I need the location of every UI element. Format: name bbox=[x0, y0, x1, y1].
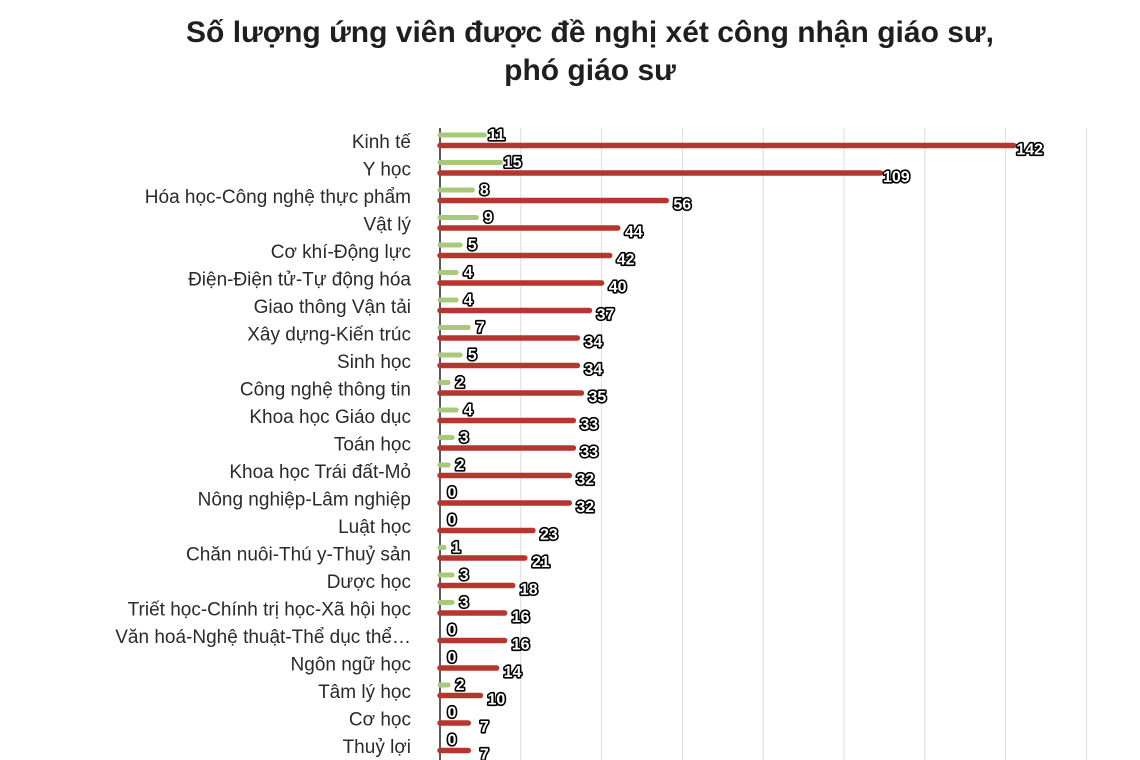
data-label: 5 bbox=[468, 237, 477, 254]
category-label: Xây dựng-Kiến trúc bbox=[247, 325, 411, 346]
data-label: 35 bbox=[589, 389, 607, 406]
category-label: Công nghệ thông tin bbox=[240, 380, 411, 401]
category-label: Chăn nuôi-Thú y-Thuỷ sản bbox=[186, 545, 411, 566]
data-label: 0 bbox=[448, 732, 457, 749]
data-label: 15 bbox=[504, 155, 522, 172]
data-label: 56 bbox=[673, 197, 691, 214]
data-label: 0 bbox=[448, 705, 457, 722]
data-label: 4 bbox=[464, 292, 473, 309]
data-label: 33 bbox=[580, 444, 598, 461]
data-label: 3 bbox=[460, 595, 469, 612]
data-label: 40 bbox=[609, 279, 627, 296]
chart-title-line1: Số lượng ứng viên được đề nghị xét công … bbox=[186, 16, 994, 49]
category-label: Khoa học Giáo dục bbox=[249, 407, 411, 428]
data-label: 42 bbox=[617, 252, 635, 269]
bars bbox=[437, 132, 1017, 754]
category-label: Kinh tế bbox=[352, 132, 412, 153]
category-label: Ngôn ngữ học bbox=[291, 655, 411, 676]
data-label: 11 bbox=[488, 127, 505, 144]
data-label: 16 bbox=[512, 609, 530, 626]
category-label: Vật lý bbox=[363, 215, 411, 236]
data-label: 109 bbox=[883, 169, 910, 186]
category-label: Cơ khí-Động lực bbox=[271, 242, 411, 263]
data-label: 33 bbox=[580, 417, 598, 434]
category-label: Y học bbox=[363, 160, 411, 181]
category-label: Cơ học bbox=[349, 710, 411, 731]
data-label: 23 bbox=[540, 527, 558, 544]
data-label: 34 bbox=[584, 362, 602, 379]
category-label: Sinh học bbox=[337, 352, 411, 373]
data-label: 5 bbox=[468, 347, 477, 364]
data-label: 9 bbox=[484, 210, 493, 227]
data-label: 2 bbox=[456, 457, 465, 474]
data-label: 4 bbox=[464, 265, 473, 282]
category-labels: Kinh tế Y học Hóa học-Công nghệ thực phẩm V… bbox=[115, 132, 411, 758]
data-label: 0 bbox=[448, 650, 457, 667]
category-label: Dược học bbox=[327, 572, 411, 593]
data-label: 7 bbox=[476, 320, 485, 337]
category-label: Toán học bbox=[334, 435, 411, 456]
category-label: Văn hoá-Nghệ thuật-Thể dục thể… bbox=[115, 627, 411, 648]
data-label: 3 bbox=[460, 430, 469, 447]
gridlines bbox=[439, 128, 1087, 760]
category-label: Tâm lý học bbox=[318, 682, 411, 703]
data-label: 3 bbox=[460, 567, 469, 584]
data-label: 0 bbox=[448, 622, 457, 639]
category-label: Triết học-Chính trị học-Xã hội học bbox=[128, 600, 411, 621]
data-label: 14 bbox=[504, 664, 522, 681]
category-label: Thuỷ lợi bbox=[343, 737, 411, 758]
data-label: 4 bbox=[464, 402, 473, 419]
data-label: 2 bbox=[456, 375, 465, 392]
data-label: 142 bbox=[1016, 142, 1043, 159]
data-label: 0 bbox=[448, 485, 457, 502]
data-label: 7 bbox=[480, 719, 489, 736]
category-label: Điện-Điện tử-Tự động hóa bbox=[188, 270, 411, 291]
data-label: 8 bbox=[480, 182, 489, 199]
data-label: 37 bbox=[597, 307, 615, 324]
category-label: Nông nghiệp-Lâm nghiệp bbox=[198, 490, 411, 511]
category-label: Giao thông Vận tải bbox=[254, 297, 411, 318]
data-label: 0 bbox=[448, 512, 457, 529]
data-label: 21 bbox=[532, 554, 550, 571]
chart-title: Số lượng ứng viên được đề nghị xét công … bbox=[120, 14, 1060, 90]
data-label: 44 bbox=[625, 224, 643, 241]
category-label: Hóa học-Công nghệ thực phẩm bbox=[145, 187, 411, 208]
data-label: 32 bbox=[576, 499, 594, 516]
value-labels: 1114215109856944542440437734534235433333… bbox=[446, 125, 1045, 760]
data-label: 10 bbox=[488, 692, 506, 709]
data-label: 32 bbox=[576, 472, 594, 489]
data-label: 7 bbox=[480, 747, 489, 760]
data-label: 1 bbox=[452, 540, 461, 557]
data-label: 18 bbox=[520, 582, 538, 599]
category-label: Luật học bbox=[338, 517, 411, 538]
chart-title-line2: phó giáo sư bbox=[504, 54, 676, 87]
category-label: Khoa học Trái đất-Mỏ bbox=[229, 462, 411, 483]
data-label: 16 bbox=[512, 637, 530, 654]
data-label: 2 bbox=[456, 677, 465, 694]
data-label: 34 bbox=[584, 334, 602, 351]
